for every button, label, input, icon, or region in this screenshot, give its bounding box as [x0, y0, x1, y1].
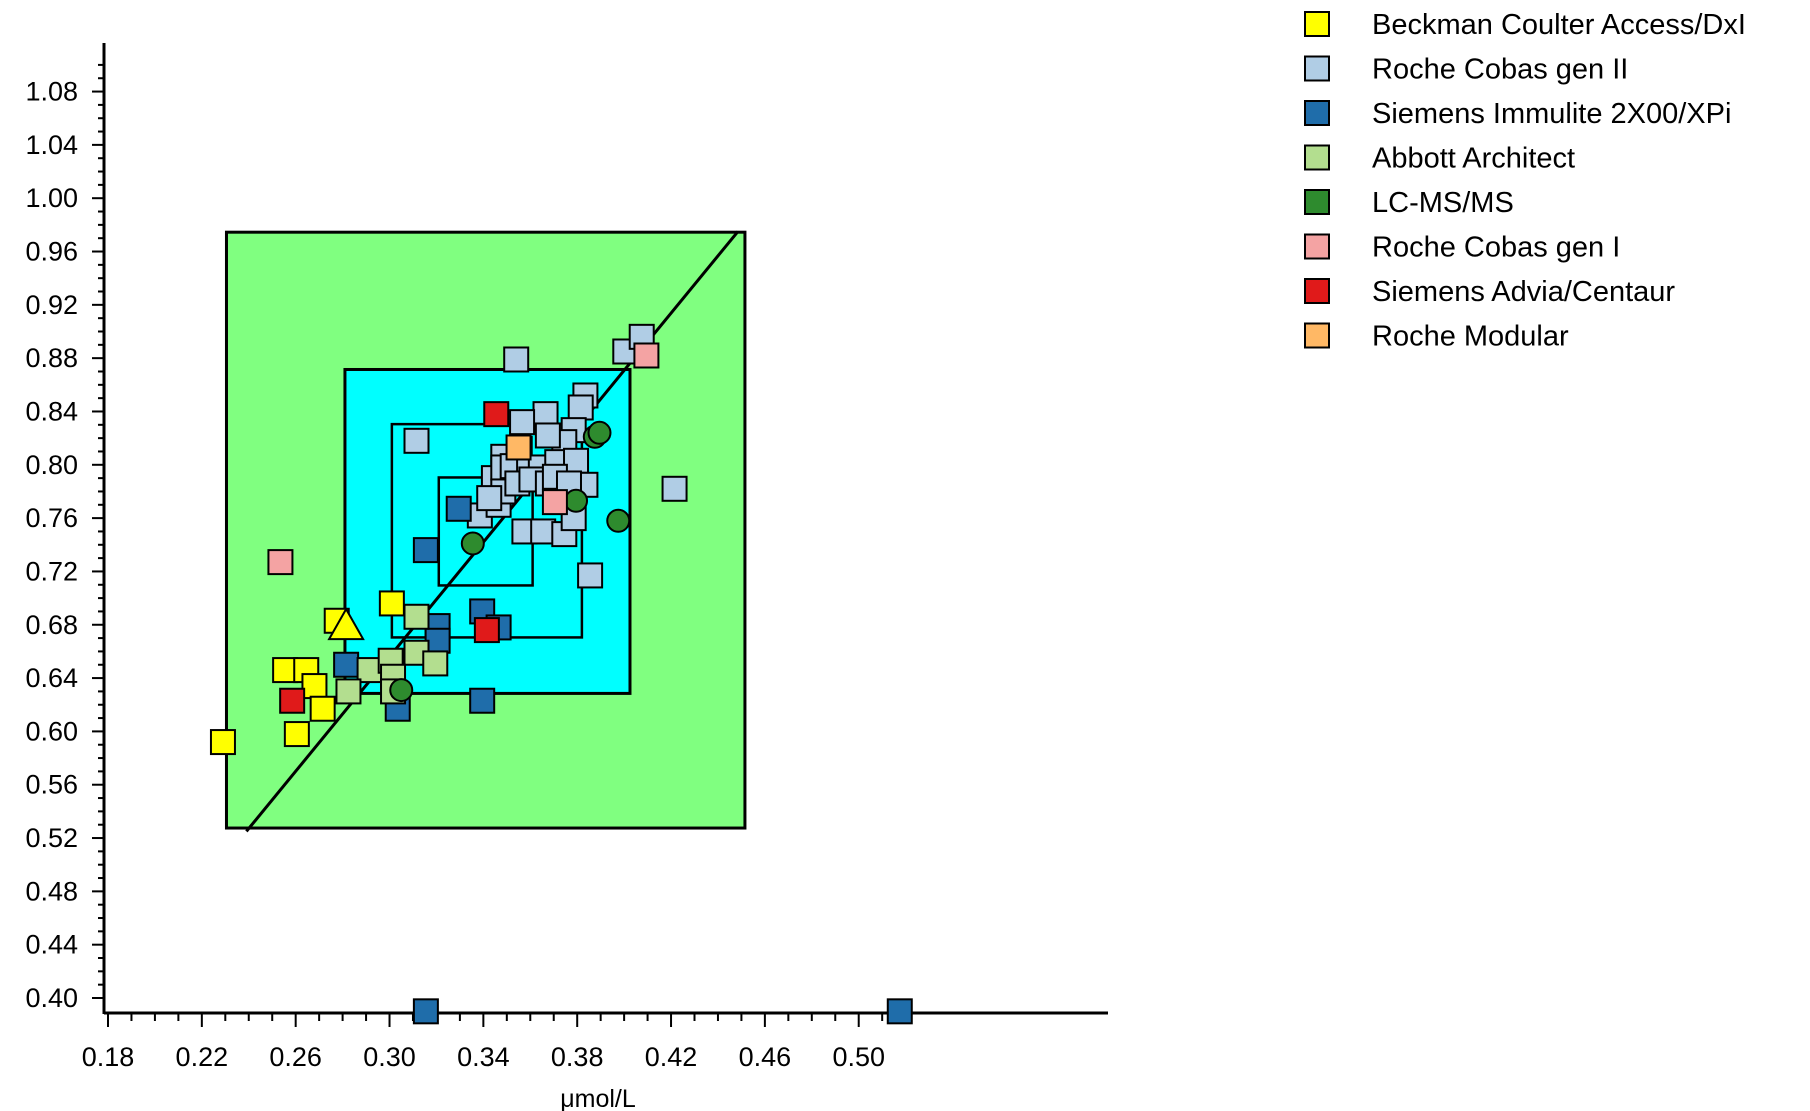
y-tick-label: 0.44: [25, 930, 78, 960]
axes: 0.40 0.44 0.48 0.52 0.56 0.60 0.64 0.68 0.72 0.76…: [25, 43, 1108, 1072]
legend-label: Siemens Advia/Centaur: [1372, 276, 1675, 308]
y-tick-label: 1.04: [25, 130, 78, 160]
x-tick-label: 0.34: [457, 1042, 510, 1072]
x-tick-label: 0.22: [176, 1042, 229, 1072]
legend-label: Roche Cobas gen II: [1372, 54, 1628, 86]
y-tick-label: 0.48: [25, 876, 78, 906]
point-series-2: [563, 447, 590, 474]
x-tick-label: 0.38: [551, 1042, 604, 1072]
point-highlight-triangle: [327, 607, 365, 641]
point-series-6: [267, 549, 294, 576]
point-series-6: [633, 342, 660, 369]
point-series-3: [886, 998, 913, 1025]
point-series-3: [469, 687, 496, 714]
x-tick-label: 0.50: [832, 1042, 885, 1072]
y-tick-label: 0.68: [25, 610, 78, 640]
legend-swatch: [1304, 11, 1330, 37]
identity-line: [245, 230, 740, 833]
point-series-1: [378, 590, 405, 617]
legend-label: Roche Modular: [1372, 321, 1569, 353]
x-tick-label: 0.26: [269, 1042, 322, 1072]
x-tick-label: 0.18: [82, 1042, 135, 1072]
point-series-2: [503, 346, 530, 373]
legend-swatch: [1304, 189, 1330, 215]
point-series-4: [356, 657, 383, 684]
y-tick-label: 0.60: [25, 716, 78, 746]
legend: Beckman Coulter Access/DxI Roche Cobas ge…: [1304, 9, 1746, 353]
legend-label: Siemens Immulite 2X00/XPi: [1372, 98, 1731, 130]
x-tick-label: 0.30: [363, 1042, 416, 1072]
legend-swatch: [1304, 322, 1330, 349]
point-series-1: [283, 721, 310, 748]
point-series-4: [403, 603, 430, 630]
point-series-4: [422, 650, 449, 677]
point-series-5: [606, 508, 631, 533]
point-series-2: [530, 518, 557, 545]
y-tick-label: 0.40: [25, 983, 78, 1013]
point-series-7: [483, 401, 510, 428]
legend-swatch: [1304, 233, 1330, 260]
point-series-2: [567, 394, 594, 421]
point-series-1: [209, 729, 236, 756]
identity-line-group: [245, 230, 740, 833]
x-tick-label: 0.42: [645, 1042, 698, 1072]
point-series-8: [505, 434, 532, 461]
point-series-2: [476, 485, 503, 512]
legend-label: Roche Cobas gen I: [1372, 232, 1620, 264]
point-series-5: [460, 531, 485, 556]
legend-swatch: [1304, 278, 1330, 304]
point-series-5: [389, 678, 414, 703]
y-tick-label: 1.00: [25, 183, 78, 213]
y-tick-label: 0.92: [25, 290, 78, 320]
y-tick-label: 0.80: [25, 450, 78, 480]
legend-label: Beckman Coulter Access/DxI: [1372, 9, 1746, 41]
point-series-1: [301, 673, 328, 700]
point-series-3: [412, 998, 439, 1025]
point-series-1: [309, 695, 336, 722]
y-tick-label: 0.72: [25, 556, 78, 586]
point-series-2: [532, 401, 559, 428]
point-series-2: [577, 562, 604, 589]
point-series-6: [541, 489, 568, 516]
y-tick-label: 0.84: [25, 396, 78, 426]
y-tick-label: 0.76: [25, 503, 78, 533]
legend-label: LC-MS/MS: [1372, 187, 1514, 219]
y-tick-label: 0.64: [25, 663, 78, 693]
point-series-2: [403, 427, 430, 454]
y-tick-label: 1.08: [25, 77, 78, 107]
point-series-2: [509, 409, 536, 436]
x-axis-title: μmol/L: [560, 1085, 636, 1111]
point-series-7: [279, 687, 306, 714]
legend-label: Abbott Architect: [1372, 143, 1575, 175]
point-series-2: [661, 475, 688, 502]
point-series-4: [335, 678, 362, 705]
y-tick-label: 0.56: [25, 770, 78, 800]
y-tick-label: 0.52: [25, 823, 78, 853]
legend-swatch: [1304, 55, 1330, 82]
point-series-2: [534, 422, 561, 449]
point-series-7: [473, 617, 500, 644]
data-points: [209, 323, 913, 1025]
legend-swatch: [1304, 144, 1330, 171]
point-series-3: [333, 651, 360, 678]
x-tick-label: 0.46: [739, 1042, 792, 1072]
point-series-3: [412, 537, 439, 564]
point-series-5: [564, 488, 589, 513]
point-series-1: [272, 657, 299, 684]
point-series-5: [587, 420, 612, 445]
y-tick-label: 0.88: [25, 343, 78, 373]
point-series-3: [445, 495, 472, 522]
y-tick-label: 0.96: [25, 237, 78, 267]
legend-swatch: [1304, 100, 1330, 126]
